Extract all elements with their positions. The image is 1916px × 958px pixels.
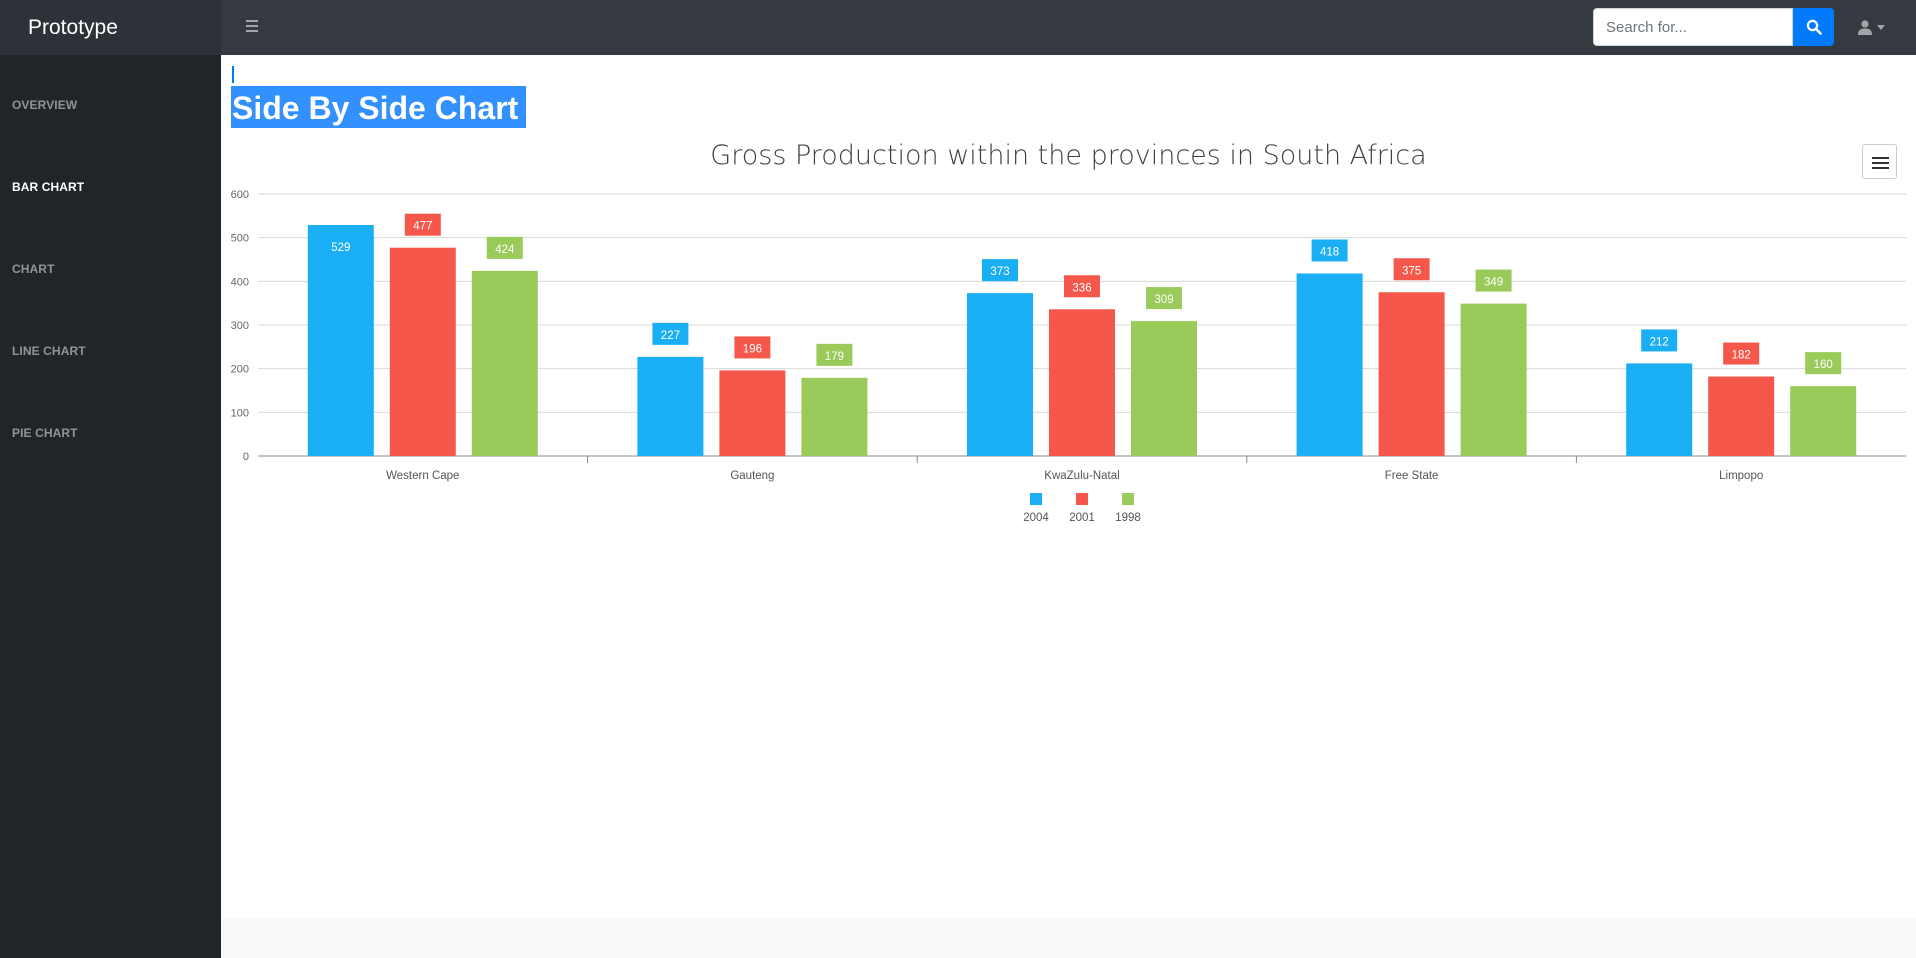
legend-label[interactable]: 1998 bbox=[1115, 512, 1141, 524]
data-label: 418 bbox=[1320, 246, 1339, 258]
y-tick-label: 400 bbox=[231, 276, 249, 288]
bar[interactable] bbox=[471, 270, 538, 456]
data-label: 336 bbox=[1072, 282, 1091, 294]
data-label: 529 bbox=[331, 242, 350, 254]
data-label-box bbox=[404, 213, 441, 236]
data-label: 160 bbox=[1814, 359, 1833, 371]
sidebar-item-overview[interactable]: OVERVIEW bbox=[12, 98, 78, 112]
x-tick-label: Western Cape bbox=[386, 470, 459, 482]
y-tick-label: 500 bbox=[231, 233, 249, 245]
bar[interactable] bbox=[719, 370, 786, 456]
x-tick-label: KwaZulu-Natal bbox=[1044, 470, 1119, 482]
bar[interactable] bbox=[1626, 363, 1693, 456]
menu-toggle-icon[interactable] bbox=[243, 17, 261, 37]
data-label: 182 bbox=[1732, 350, 1751, 362]
y-tick-label: 200 bbox=[231, 364, 249, 376]
data-label-box bbox=[982, 259, 1018, 282]
bar[interactable] bbox=[1708, 376, 1775, 456]
data-label: 477 bbox=[413, 221, 432, 233]
bar[interactable] bbox=[1378, 292, 1445, 456]
data-label-box bbox=[1475, 269, 1512, 292]
legend-label[interactable]: 2001 bbox=[1069, 512, 1095, 524]
x-tick-label: Gauteng bbox=[730, 470, 774, 482]
data-label-box bbox=[486, 236, 523, 259]
bar[interactable] bbox=[801, 377, 868, 456]
page-title: Side By Side Chart bbox=[231, 86, 527, 128]
data-label: 424 bbox=[495, 244, 515, 256]
sidebar-item-chart[interactable]: CHART bbox=[12, 262, 55, 276]
data-label: 196 bbox=[743, 343, 762, 355]
search-button[interactable] bbox=[1793, 8, 1834, 46]
main-content bbox=[221, 55, 1916, 919]
bar[interactable] bbox=[967, 293, 1033, 456]
data-label: 349 bbox=[1484, 277, 1503, 289]
sidebar-item-pie-chart[interactable]: PIE CHART bbox=[12, 426, 78, 440]
data-label-box bbox=[1146, 287, 1182, 310]
bar[interactable] bbox=[389, 247, 456, 456]
sidebar-item-bar-chart[interactable]: BAR CHART bbox=[12, 180, 85, 194]
data-label: 375 bbox=[1402, 265, 1421, 277]
data-label-box bbox=[1805, 352, 1842, 375]
data-label-box bbox=[734, 336, 771, 359]
top-navbar: Prototype bbox=[0, 0, 1916, 55]
y-tick-label: 300 bbox=[231, 320, 249, 332]
legend-swatch[interactable] bbox=[1030, 493, 1042, 505]
bar[interactable] bbox=[307, 225, 374, 456]
bar[interactable] bbox=[1790, 386, 1857, 456]
data-label-box bbox=[1064, 275, 1100, 298]
user-menu-button[interactable] bbox=[1858, 16, 1896, 38]
data-label-box bbox=[1641, 329, 1678, 352]
data-label: 212 bbox=[1650, 336, 1669, 348]
x-tick-label: Free State bbox=[1385, 470, 1439, 482]
bar[interactable] bbox=[1049, 309, 1115, 456]
y-tick-label: 0 bbox=[243, 451, 249, 463]
y-tick-label: 600 bbox=[231, 189, 249, 201]
bar[interactable] bbox=[1296, 273, 1363, 456]
y-tick-label: 100 bbox=[231, 407, 249, 419]
bar[interactable] bbox=[1460, 303, 1527, 456]
data-label: 179 bbox=[825, 351, 844, 363]
sidebar: OVERVIEW BAR CHART CHART LINE CHART PIE … bbox=[0, 55, 221, 958]
data-label: 227 bbox=[661, 330, 680, 342]
chart-context-menu-button[interactable] bbox=[1862, 144, 1897, 179]
chart-title: Gross Production within the provinces in… bbox=[710, 140, 1427, 171]
chevron-down-icon bbox=[1877, 24, 1885, 30]
bar[interactable] bbox=[1131, 321, 1197, 456]
search-input[interactable] bbox=[1593, 8, 1793, 46]
user-icon bbox=[1858, 19, 1872, 35]
data-label: 309 bbox=[1154, 294, 1173, 306]
data-label-box bbox=[1311, 239, 1348, 262]
legend-swatch[interactable] bbox=[1122, 493, 1134, 505]
brand-logo[interactable]: Prototype bbox=[0, 0, 221, 55]
bar-chart: 0 100 200 300 400 500 600 Western Cape 529 477 424… bbox=[231, 189, 1906, 524]
data-label-box bbox=[652, 322, 689, 345]
x-tick-label: Limpopo bbox=[1719, 470, 1763, 482]
sidebar-item-line-chart[interactable]: LINE CHART bbox=[12, 344, 86, 358]
data-label-box bbox=[1723, 342, 1760, 365]
search-icon bbox=[1806, 19, 1822, 35]
bar[interactable] bbox=[637, 356, 704, 456]
text-cursor bbox=[232, 66, 234, 83]
data-label-box bbox=[816, 343, 853, 366]
data-label: 373 bbox=[990, 266, 1009, 278]
data-label-box bbox=[1393, 258, 1430, 281]
legend-label[interactable]: 2004 bbox=[1023, 512, 1049, 524]
legend-swatch[interactable] bbox=[1076, 493, 1088, 505]
